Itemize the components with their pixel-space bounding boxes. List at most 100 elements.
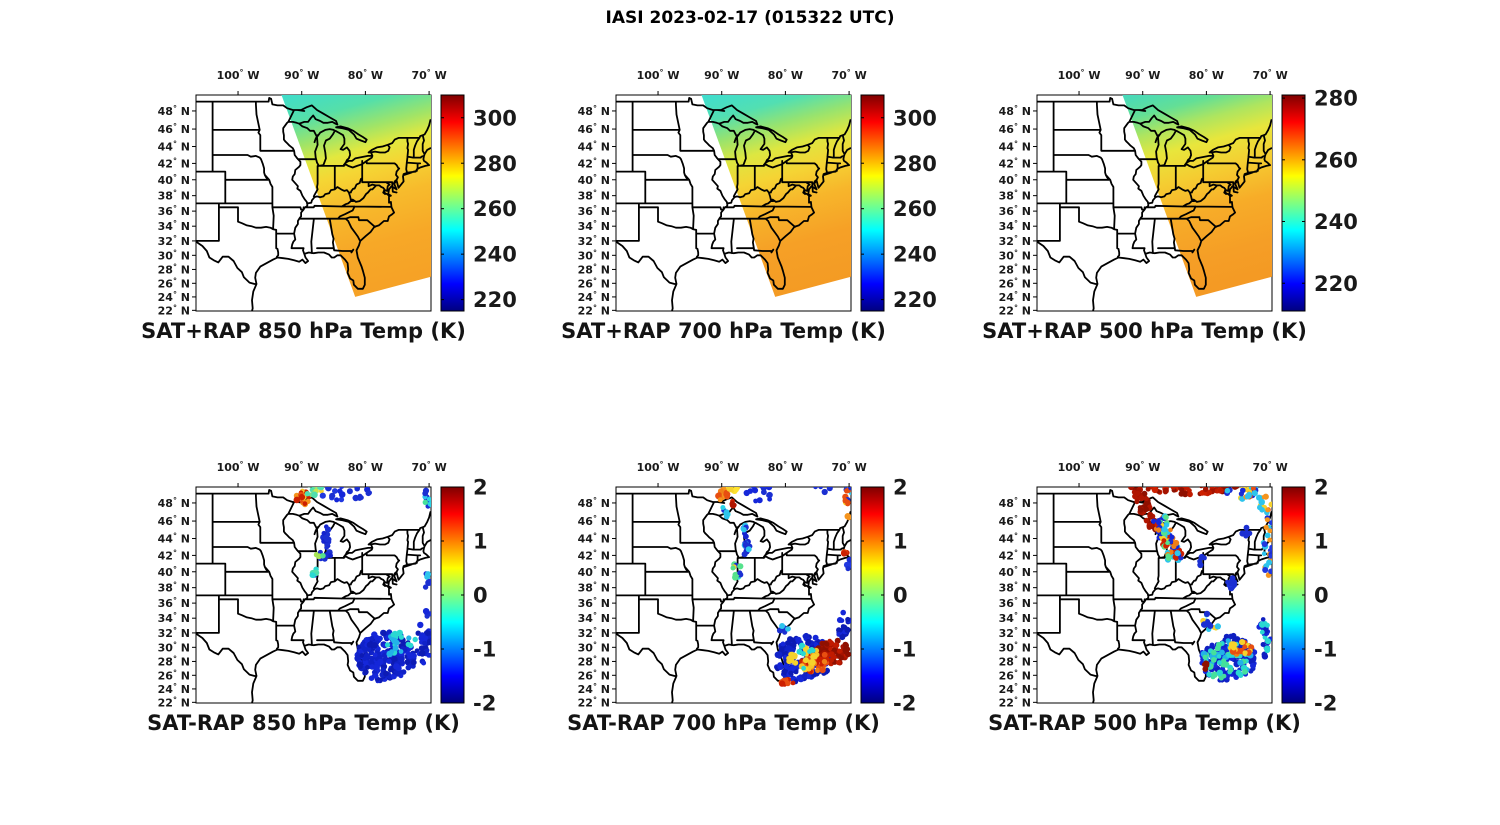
svg-text:70° W: 70° W [831,68,866,82]
svg-text:100° W: 100° W [637,68,680,82]
svg-text:34° N: 34° N [578,219,610,233]
svg-text:70° W: 70° W [411,460,446,474]
svg-text:46° N: 46° N [578,514,610,528]
svg-text:1: 1 [893,530,908,554]
svg-text:22° N: 22° N [158,695,190,709]
svg-text:28° N: 28° N [578,262,610,276]
axis-ticks [192,91,430,311]
svg-text:42° N: 42° N [158,156,190,170]
state-borders [616,489,851,703]
svg-text:36° N: 36° N [578,596,610,610]
panel-map-sat-minus-rap-500: 100° W 90° W 80° W 70° W 48° N 46° N 44° N 42° … [961,445,1373,717]
axis-ticks [612,91,850,311]
panel-title-sat-minus-rap-700: SAT-RAP 700 hPa Temp (K) [567,711,880,735]
figure-title: IASI 2023-02-17 (015322 UTC) [605,8,895,28]
svg-text:-1: -1 [893,638,916,662]
lon-tick-labels: 100° W 90° W 80° W 70° W [217,68,447,82]
svg-text:34° N: 34° N [578,611,610,625]
map-canvas-3: 100° W 90° W 80° W 70° W 48° N 46° N 44° N 42° … [158,460,497,716]
svg-text:40° N: 40° N [999,173,1031,187]
svg-text:80° W: 80° W [348,460,383,474]
svg-text:0: 0 [473,584,488,608]
svg-text:100° W: 100° W [217,460,260,474]
svg-text:300: 300 [473,106,517,130]
svg-text:38° N: 38° N [999,189,1031,203]
satellite-swath-field [281,95,431,297]
svg-text:28° N: 28° N [158,262,190,276]
svg-text:34° N: 34° N [999,611,1031,625]
state-borders [196,97,431,311]
svg-text:24° N: 24° N [578,290,610,304]
svg-text:1: 1 [473,530,488,554]
svg-text:38° N: 38° N [158,189,190,203]
svg-text:80° W: 80° W [1189,68,1224,82]
svg-text:90° W: 90° W [284,460,319,474]
svg-text:30° N: 30° N [578,248,610,262]
svg-text:70° W: 70° W [411,68,446,82]
lon-tick-labels: 100° W 90° W 80° W 70° W [637,68,867,82]
map-canvas-4: 100° W 90° W 80° W 70° W 48° N 46° N 44° N 42° … [578,460,917,716]
panel-map-sat-plus-rap-850: 100° W 90° W 80° W 70° W 48° N 46° N 44° N 42° … [120,53,532,325]
svg-text:100° W: 100° W [637,460,680,474]
svg-text:36° N: 36° N [158,596,190,610]
svg-text:24° N: 24° N [158,290,190,304]
svg-text:30° N: 30° N [158,248,190,262]
scatter-points [1128,487,1272,683]
svg-text:42° N: 42° N [578,156,610,170]
colorbar [860,94,885,312]
panel-map-sat-plus-rap-700: 100° W 90° W 80° W 70° W 48° N 46° N 44° N 42° … [540,53,952,325]
panel-map-sat-plus-rap-500: 100° W 90° W 80° W 70° W 48° N 46° N 44° N 42° … [961,53,1373,325]
colorbar-labels: 300 280 260 240 220 [473,106,517,312]
satellite-swath-field [701,95,851,297]
svg-text:28° N: 28° N [999,654,1031,668]
map-canvas-0: 100° W 90° W 80° W 70° W 48° N 46° N 44° N 42° … [158,68,517,317]
svg-text:44° N: 44° N [578,532,610,546]
svg-text:44° N: 44° N [158,140,190,154]
svg-text:30° N: 30° N [999,248,1031,262]
state-borders [1037,97,1272,311]
svg-text:280: 280 [893,152,937,176]
state-borders [616,97,851,311]
svg-text:38° N: 38° N [578,581,610,595]
panel-map-sat-minus-rap-850: 100° W 90° W 80° W 70° W 48° N 46° N 44° N 42° … [120,445,532,717]
axis-ticks [1033,483,1271,703]
svg-text:38° N: 38° N [158,581,190,595]
svg-text:80° W: 80° W [768,460,803,474]
panel-title-sat-plus-rap-500: SAT+RAP 500 hPa Temp (K) [982,319,1307,343]
state-borders [196,489,431,703]
colorbar-labels: 300 280 260 240 220 [893,106,937,312]
lat-tick-labels: 48° N 46° N 44° N 42° N 40° N 38° N36° N34° N… [999,496,1031,709]
svg-text:260: 260 [1314,148,1358,172]
svg-text:0: 0 [893,584,908,608]
axis-ticks [612,483,850,703]
svg-text:30° N: 30° N [578,640,610,654]
svg-text:32° N: 32° N [158,234,190,248]
svg-text:30° N: 30° N [158,640,190,654]
colorbar [440,486,465,704]
svg-text:42° N: 42° N [999,156,1031,170]
panel-title-sat-minus-rap-850: SAT-RAP 850 hPa Temp (K) [147,711,460,735]
panel-title-sat-plus-rap-850: SAT+RAP 850 hPa Temp (K) [141,319,466,343]
svg-text:40° N: 40° N [999,565,1031,579]
svg-text:24° N: 24° N [158,682,190,696]
svg-text:44° N: 44° N [158,532,190,546]
svg-text:280: 280 [1314,87,1358,111]
colorbar-ticks [861,486,884,704]
svg-text:40° N: 40° N [158,173,190,187]
svg-text:70° W: 70° W [1252,460,1287,474]
svg-text:22° N: 22° N [999,695,1031,709]
svg-text:40° N: 40° N [578,565,610,579]
svg-text:26° N: 26° N [578,276,610,290]
lon-tick-labels: 100° W 90° W 80° W 70° W [217,460,447,474]
svg-text:46° N: 46° N [158,514,190,528]
svg-text:90° W: 90° W [1125,460,1160,474]
svg-text:1: 1 [1314,530,1329,554]
satellite-swath-field [1122,95,1272,297]
lon-tick-labels: 100° W 90° W 80° W 70° W [1058,68,1288,82]
svg-text:46° N: 46° N [158,122,190,136]
svg-text:240: 240 [1314,210,1358,234]
svg-text:90° W: 90° W [704,460,739,474]
colorbar-ticks [861,117,884,301]
svg-text:22° N: 22° N [578,303,610,317]
svg-text:2: 2 [473,476,488,500]
